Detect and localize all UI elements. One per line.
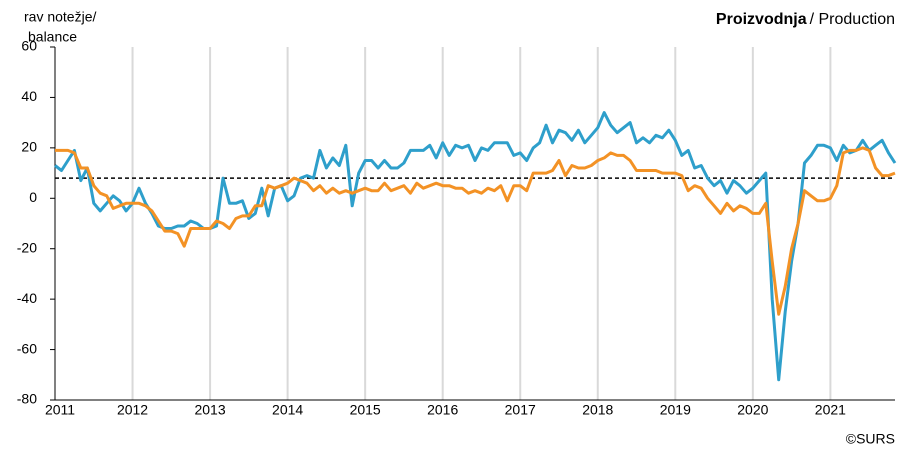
y-tick-label: 0 <box>29 189 37 205</box>
x-tick-label: 2020 <box>737 402 768 418</box>
x-tick-label: 2013 <box>194 402 225 418</box>
source: ©SURS <box>846 431 895 447</box>
y-tick-label: 60 <box>21 38 37 54</box>
series-line <box>54 111 897 382</box>
chart-title: Proizvodnja / Production <box>716 11 895 28</box>
x-tick-label: 2012 <box>117 402 148 418</box>
x-tick-label: 2017 <box>505 402 536 418</box>
y-axis-label: balance <box>28 29 77 45</box>
y-tick-label: -80 <box>17 391 37 407</box>
x-tick-label: 2014 <box>272 402 303 418</box>
y-tick-label: -60 <box>17 340 37 356</box>
subtitle: / Production <box>810 11 895 28</box>
x-tick-label: 2016 <box>427 402 458 418</box>
x-tick-label: 2021 <box>815 402 846 418</box>
y-tick-label: 40 <box>21 88 37 104</box>
x-tick-label: 2011 <box>45 402 75 418</box>
y-tick-label: -40 <box>17 290 37 306</box>
x-tick-label: 2019 <box>660 402 691 418</box>
y-axis-label: rav notežje/ <box>24 9 96 25</box>
y-tick-label: 20 <box>21 139 37 155</box>
series-line <box>55 146 896 316</box>
y-tick-label: -20 <box>17 239 37 255</box>
x-tick-label: 2015 <box>350 402 381 418</box>
x-tick-label: 2018 <box>582 402 613 418</box>
title: Proizvodnja <box>716 11 807 28</box>
